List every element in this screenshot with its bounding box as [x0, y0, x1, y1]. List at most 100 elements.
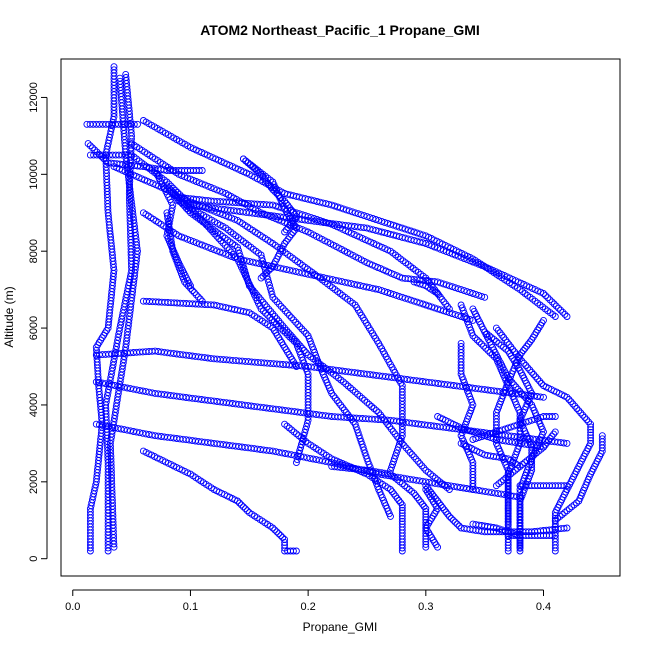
data-point	[198, 180, 206, 188]
data-point	[174, 193, 182, 201]
data-point	[475, 291, 483, 299]
data-point	[213, 186, 221, 194]
data-point	[407, 227, 415, 235]
data-point	[437, 306, 444, 314]
x-tick-label: 0.2	[300, 601, 315, 613]
data-point	[335, 277, 343, 285]
data-point	[360, 212, 368, 220]
data-point	[295, 268, 303, 276]
data-point	[322, 218, 330, 226]
data-point	[300, 327, 308, 335]
data-point	[213, 247, 221, 255]
data-point	[454, 312, 462, 320]
x-tick-label: 0.1	[183, 601, 198, 613]
data-point	[366, 284, 373, 292]
data-point	[442, 308, 450, 316]
data-point	[378, 217, 386, 225]
data-point	[279, 305, 287, 313]
data-point	[198, 167, 206, 174]
y-tick-label: 12000	[28, 82, 40, 113]
data-point	[434, 278, 442, 286]
data-point	[381, 218, 389, 226]
data-point	[357, 211, 365, 219]
data-point	[310, 215, 318, 222]
data-point	[540, 290, 547, 297]
data-point	[228, 253, 236, 261]
data-point	[252, 259, 260, 267]
data-point	[448, 310, 456, 318]
data-point	[304, 213, 312, 221]
data-point	[559, 308, 567, 316]
data-point	[337, 204, 344, 212]
data-point	[266, 281, 273, 289]
data-point	[552, 302, 560, 310]
data-point	[283, 266, 291, 274]
data-point	[442, 281, 450, 289]
data-point	[372, 216, 380, 223]
data-point	[319, 217, 327, 225]
data-point	[422, 240, 430, 247]
data-point	[466, 315, 474, 323]
data-point	[269, 201, 277, 209]
data-point	[170, 188, 177, 196]
data-point	[416, 299, 424, 307]
data-point	[201, 242, 209, 250]
data-point	[342, 206, 350, 214]
data-point	[551, 313, 559, 320]
data-point	[419, 231, 427, 239]
data-point	[378, 287, 386, 295]
data-point	[223, 244, 231, 252]
data-point	[375, 216, 383, 224]
data-point	[195, 167, 203, 174]
data-point	[347, 280, 355, 288]
data-point	[404, 295, 412, 303]
data-point	[413, 298, 421, 306]
data-point	[454, 285, 462, 293]
data-point	[463, 288, 471, 296]
data-point	[272, 202, 280, 210]
data-point	[290, 316, 298, 324]
data-point	[277, 302, 285, 310]
data-point	[384, 289, 392, 296]
data-point	[440, 298, 448, 306]
data-point	[431, 243, 439, 251]
data-point	[472, 290, 480, 298]
data-point	[116, 74, 124, 82]
data-point	[184, 174, 191, 182]
data-point	[302, 330, 310, 337]
data-point	[542, 292, 550, 300]
data-point	[184, 235, 191, 243]
data-point	[544, 294, 552, 302]
y-tick-label: 10000	[28, 159, 40, 190]
data-point	[442, 248, 450, 256]
data-point	[356, 282, 364, 290]
y-tick-label: 8000	[28, 239, 40, 263]
data-point	[219, 188, 227, 196]
data-point	[550, 300, 558, 308]
data-point	[89, 144, 96, 152]
data-point	[198, 241, 206, 249]
data-point	[469, 290, 477, 297]
data-point	[216, 248, 224, 256]
data-point	[339, 205, 347, 213]
data-point	[192, 239, 200, 247]
data-point	[292, 459, 300, 467]
data-point	[478, 292, 486, 300]
data-point	[116, 77, 124, 85]
y-axis-label: Altitude (m)	[2, 286, 16, 347]
data-point	[344, 279, 352, 287]
data-point	[288, 314, 295, 322]
data-point	[303, 419, 311, 427]
data-point	[448, 283, 456, 291]
data-point	[110, 66, 118, 74]
data-point	[434, 305, 442, 313]
data-point	[375, 286, 383, 294]
data-point	[110, 63, 118, 71]
x-axis-label: Propane_GMI	[303, 620, 378, 634]
data-point	[392, 291, 400, 299]
data-point	[431, 304, 439, 312]
data-point	[285, 311, 293, 319]
data-point	[207, 184, 215, 191]
data-point	[275, 300, 283, 308]
